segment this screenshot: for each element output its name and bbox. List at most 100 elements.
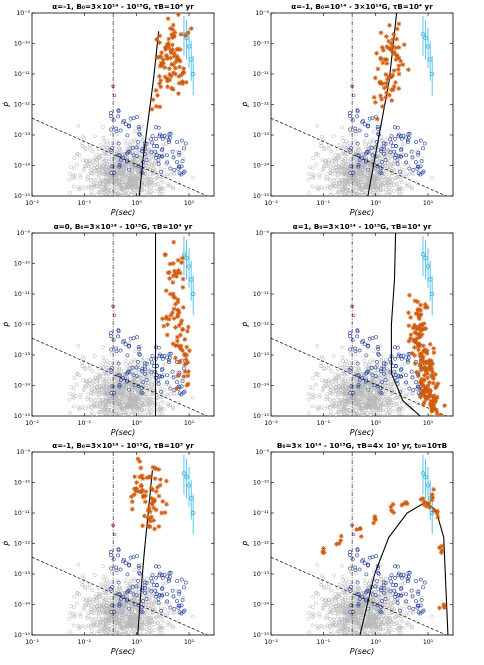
- pulsar-point: [160, 191, 165, 196]
- pulsar-point: [327, 405, 332, 409]
- pulsar-point: [114, 349, 119, 354]
- pulsar-point: [97, 591, 102, 596]
- pulsar-point: [388, 413, 393, 416]
- pulsar-point: [404, 182, 409, 186]
- pulsar-point: [337, 154, 342, 158]
- pulsar-point: [114, 346, 119, 351]
- pulsar-point: [134, 406, 139, 410]
- pulsar-point: [146, 178, 151, 183]
- simulated-magnetar: [153, 87, 159, 93]
- magnetar-point: [190, 291, 196, 297]
- pulsar-point: [83, 186, 88, 191]
- pulsar-point: [394, 182, 399, 186]
- pulsar-point: [329, 402, 334, 407]
- pulsar-point: [335, 395, 340, 400]
- pulsar-point: [159, 170, 164, 174]
- pulsar-point: [339, 377, 344, 381]
- pulsar-point: [320, 168, 325, 173]
- pulsar-point: [91, 378, 96, 383]
- pulsar-point: [158, 626, 163, 630]
- pulsar-point: [176, 384, 181, 389]
- pulsar-point: [358, 407, 363, 412]
- pulsar-point: [366, 146, 370, 150]
- pulsar-point: [75, 151, 80, 156]
- pulsar-point: [147, 581, 151, 585]
- pulsar-point: [128, 179, 132, 184]
- pulsar-point: [356, 382, 361, 387]
- pulsar-point: [165, 172, 169, 177]
- pulsar-point: [102, 371, 107, 376]
- pulsar-point: [326, 161, 331, 166]
- pulsar-point: [382, 392, 386, 396]
- pulsar-point: [76, 562, 81, 567]
- simulated-magnetar: [150, 97, 156, 103]
- pulsar-point: [107, 187, 112, 192]
- pulsar-point: [116, 373, 121, 378]
- pulsar-point: [176, 181, 181, 185]
- evolution-track: [138, 31, 160, 196]
- panel-5: 10⁻² 10⁻¹ 10⁰ 10¹10⁻¹⁵10⁻¹⁴10⁻¹³10⁻¹²10⁻¹¹1…: [2, 441, 215, 656]
- pulsar-point: [361, 118, 366, 123]
- pulsar-point: [311, 396, 316, 400]
- pulsar-point: [130, 385, 135, 389]
- pulsar-point: [179, 138, 184, 143]
- pulsar-point: [140, 359, 145, 364]
- pulsar-point: [361, 192, 365, 196]
- pulsar-point: [93, 399, 98, 403]
- pulsar-point: [147, 190, 152, 194]
- pulsar-point: [388, 185, 393, 190]
- pulsar-point: [357, 187, 361, 191]
- y-axis-label: Ṗ: [241, 102, 251, 107]
- pulsar-point: [67, 616, 72, 621]
- simulated-magnetar: [420, 327, 425, 332]
- pulsar-point: [333, 391, 338, 396]
- simulated-magnetar: [174, 342, 180, 348]
- pulsar-point: [75, 601, 79, 606]
- pulsar-point: [162, 353, 167, 358]
- simulated-magnetar: [418, 312, 423, 318]
- pulsar-point: [319, 354, 324, 359]
- panel-2: 10⁻² 10⁻¹ 10⁰ 10¹10⁻¹⁵10⁻¹⁴10⁻¹³10⁻¹²10⁻¹¹1…: [241, 2, 454, 217]
- pulsar-point: [76, 123, 81, 128]
- pulsar-point: [378, 170, 383, 175]
- pulsar-point: [123, 401, 128, 405]
- pulsar-point: [376, 347, 381, 351]
- pulsar-point: [124, 362, 129, 367]
- simulated-magnetar: [430, 374, 436, 380]
- pulsar-point: [139, 344, 144, 349]
- pulsar-point: [365, 184, 369, 188]
- pulsar-point: [358, 158, 362, 162]
- pulsar-point: [346, 187, 351, 192]
- pulsar-point: [131, 373, 136, 378]
- simulated-magnetar: [394, 26, 400, 32]
- pulsar-point: [168, 403, 172, 407]
- pulsar-point: [397, 166, 402, 171]
- pulsar-point: [375, 163, 380, 168]
- pulsar-point: [334, 192, 338, 196]
- pulsar-point: [122, 608, 127, 613]
- pulsar-point: [149, 413, 154, 416]
- pulsar-point: [94, 610, 99, 615]
- simulated-magnetar: [393, 45, 398, 51]
- pulsar-point: [356, 366, 361, 371]
- pulsar-point: [143, 172, 147, 176]
- pulsar-point: [390, 387, 395, 391]
- simulated-magnetar: [175, 314, 181, 320]
- pulsar-point: [357, 177, 361, 182]
- pulsar-point: [349, 183, 353, 187]
- pulsar-point: [315, 123, 320, 128]
- pulsar-point: [341, 371, 346, 376]
- pulsar-point: [97, 403, 102, 408]
- pulsar-point: [306, 177, 311, 182]
- pulsar-point: [350, 410, 355, 415]
- pulsar-point: [89, 384, 94, 389]
- pulsar-point: [341, 404, 346, 409]
- simulated-magnetar: [390, 42, 396, 48]
- pulsar-point: [92, 354, 97, 358]
- x-tick-label: 10⁻¹: [317, 200, 331, 207]
- pulsar-point: [144, 377, 149, 382]
- pulsar-point: [77, 187, 81, 192]
- pulsar-point: [337, 190, 341, 194]
- pulsar-point: [396, 191, 401, 196]
- simulated-magnetar: [180, 327, 186, 332]
